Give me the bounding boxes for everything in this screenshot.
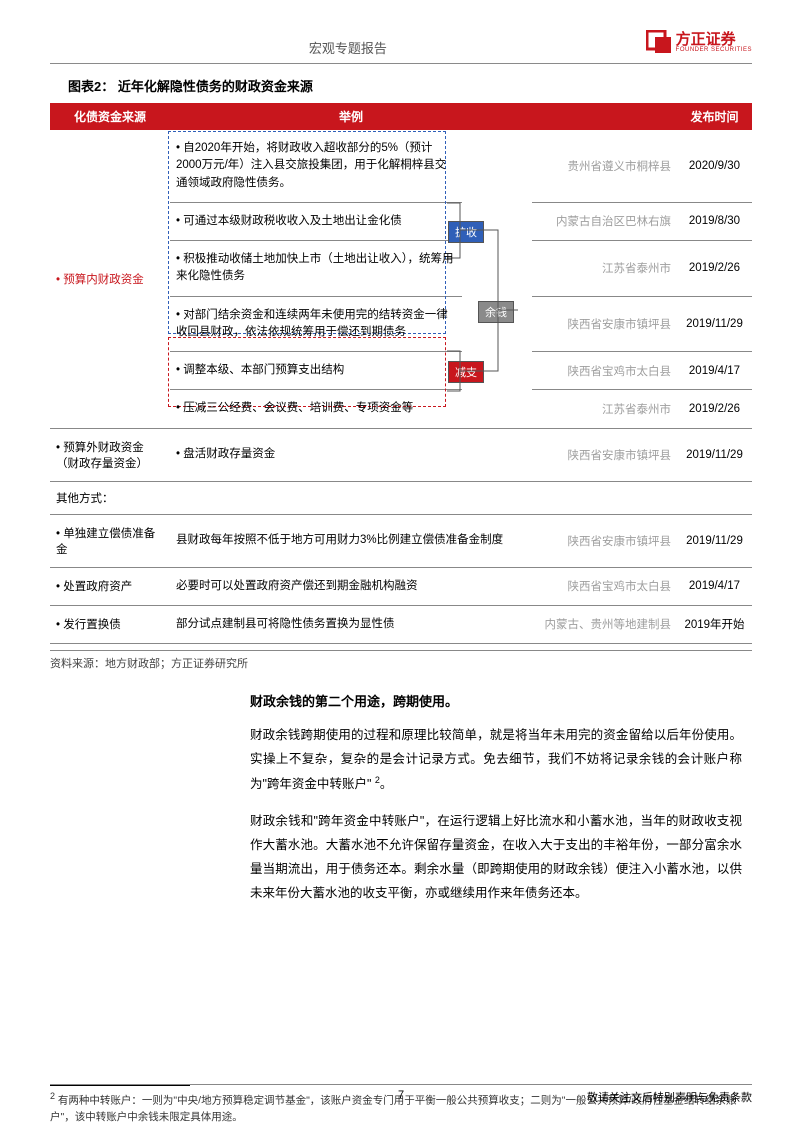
th-region <box>532 103 677 130</box>
source-label-inner: 预算内财政资金 <box>56 274 144 286</box>
source-label-outer: 预算外财政资金（财政存量资金） <box>56 442 148 470</box>
header-title: 宏观专题报告 <box>50 30 646 57</box>
other-methods-label: 其他方式： <box>50 481 752 514</box>
page-header: 宏观专题报告 方正证券 FOUNDER SECURITIES <box>50 30 752 64</box>
th-date: 发布时间 <box>677 103 752 130</box>
paragraph: 财政余钱跨期使用的过程和原理比较简单，就是将当年未用完的资金留给以后年份使用。实… <box>250 724 742 796</box>
brand-logo: 方正证券 FOUNDER SECURITIES <box>646 30 752 54</box>
table-row: 预算外财政资金（财政存量资金） 盘活财政存量资金 陕西省安康市镇坪县 2019/… <box>50 428 752 481</box>
table-header-row: 化债资金来源 举例 发布时间 <box>50 103 752 130</box>
logo-text-en: FOUNDER SECURITIES <box>676 47 752 53</box>
table-source-note: 资料来源：地方财政部；方正证券研究所 <box>50 650 752 671</box>
ex-text: 自2020年开始，将财政收入超收部分的5%（预计2000万元/年）注入县交旅投集… <box>176 142 446 189</box>
th-example: 举例 <box>170 103 532 130</box>
page-number: 7 <box>50 1089 752 1101</box>
th-source: 化债资金来源 <box>50 103 170 130</box>
funding-sources-table: 化债资金来源 举例 发布时间 预算内财政资金 自2020年开始，将财政收入超收部… <box>50 103 752 644</box>
logo-text-cn: 方正证券 <box>676 32 752 47</box>
body-text: 财政余钱的第二个用途，跨期使用。 财政余钱跨期使用的过程和原理比较简单，就是将当… <box>250 691 742 905</box>
table-caption: 图表2： 近年化解隐性债务的财政资金来源 <box>68 76 752 95</box>
table-row: 发行置换债 部分试点建制县可将隐性债务置换为显性债 内蒙古、贵州等地建制县 20… <box>50 605 752 643</box>
table-row: 处置政府资产 必要时可以处置政府资产偿还到期金融机构融资 陕西省宝鸡市太白县 2… <box>50 567 752 605</box>
funding-sources-table-wrap: 扩收 余钱 减支 化债资金来源 举例 发布时间 预 <box>50 103 752 644</box>
date-text: 2020/9/30 <box>677 130 752 202</box>
section-heading: 财政余钱的第二个用途，跨期使用。 <box>250 691 742 710</box>
other-methods-header-row: 其他方式： <box>50 481 752 514</box>
table-row: 预算内财政资金 自2020年开始，将财政收入超收部分的5%（预计2000万元/年… <box>50 130 752 202</box>
paragraph: 财政余钱和"跨年资金中转账户"，在运行逻辑上好比流水和小蓄水池，当年的财政收支视… <box>250 810 742 905</box>
region-text: 贵州省遵义市桐梓县 <box>532 130 677 202</box>
page-footer: 7 敬请关注文后特别声明与免责条款 <box>50 1084 752 1105</box>
logo-icon <box>646 30 672 54</box>
table-row: 单独建立偿债准备金 县财政每年按照不低于地方可用财力3%比例建立偿债准备金制度 … <box>50 514 752 567</box>
